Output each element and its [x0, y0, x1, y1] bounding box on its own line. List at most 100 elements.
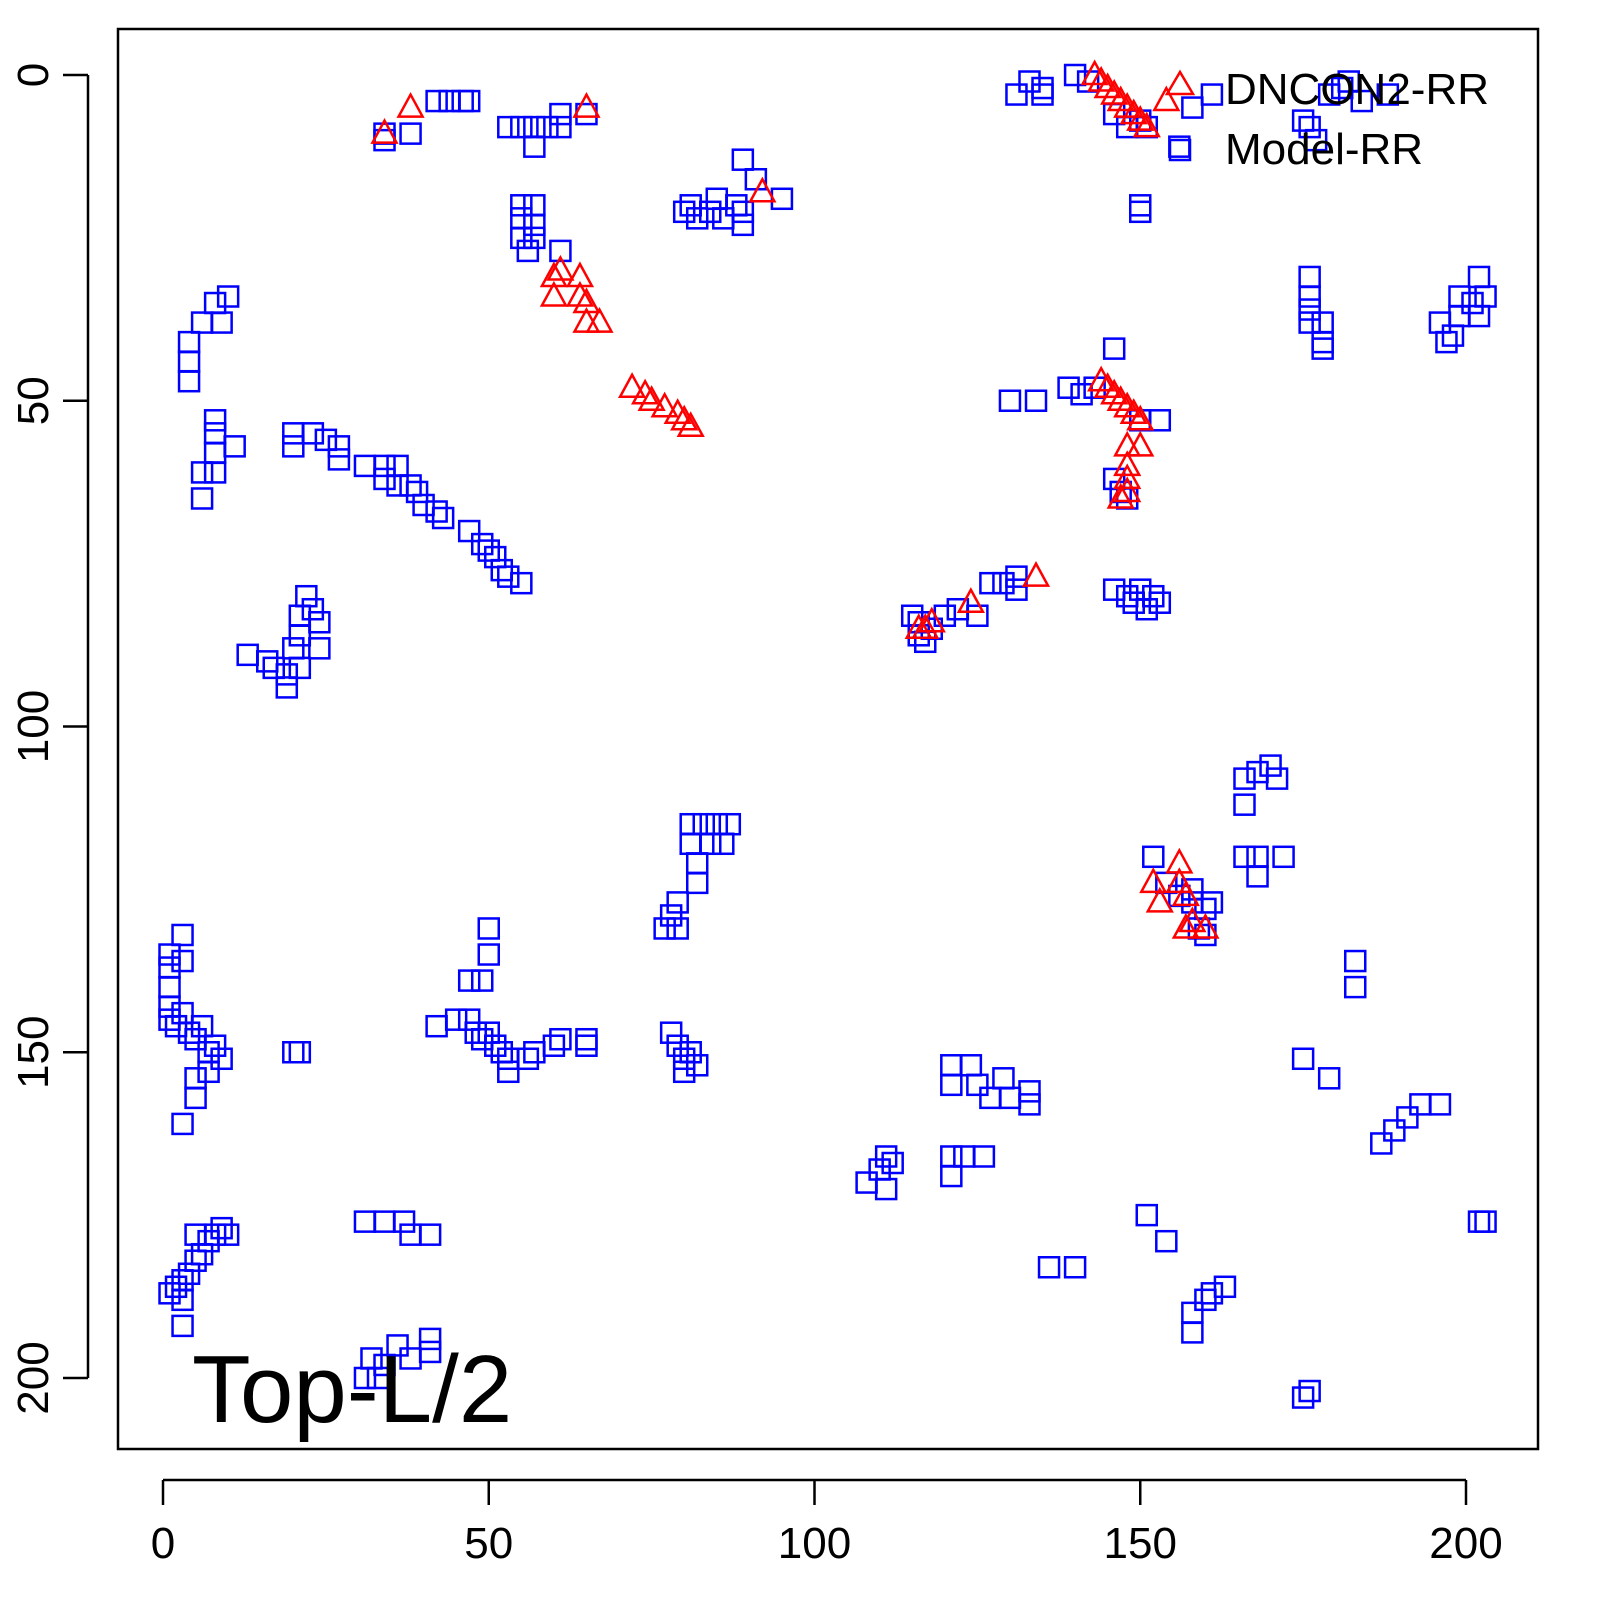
- dncon2-rr-point: [904, 613, 933, 640]
- dncon2-rr-point: [396, 91, 425, 118]
- dncon2-rr-point: [1106, 385, 1135, 411]
- model-rr-point: [731, 200, 755, 224]
- dncon2-rr-point: [1171, 880, 1200, 907]
- model-rr-point: [1259, 754, 1282, 777]
- dncon2-rr-point: [1171, 912, 1200, 939]
- model-rr-point: [203, 1034, 227, 1057]
- model-rr-point: [171, 1269, 194, 1292]
- dncon2-rr-point: [370, 118, 399, 144]
- model-rr-point: [1063, 63, 1087, 87]
- x-tick-label: 0: [151, 1519, 175, 1568]
- model-rr-point: [308, 637, 331, 660]
- model-rr-point: [1474, 1210, 1497, 1233]
- model-rr-point: [288, 604, 312, 627]
- model-rr-point: [197, 1229, 220, 1253]
- dncon2-rr-point: [748, 176, 777, 203]
- x-axis: 0 50 100 150 200: [151, 1478, 1503, 1568]
- model-rr-point: [190, 1242, 214, 1266]
- model-rr-point: [1155, 1229, 1178, 1253]
- model-rr-point: [523, 194, 546, 217]
- model-rr-point: [366, 1366, 390, 1390]
- model-rr-point: [262, 656, 286, 680]
- model-rr-point: [295, 584, 318, 608]
- model-rr-point: [992, 1067, 1015, 1090]
- model-rr-point: [203, 1223, 227, 1246]
- model-rr-point: [477, 917, 500, 940]
- model-rr-point: [314, 428, 338, 452]
- model-rr-point: [1343, 975, 1367, 999]
- dncon2-rr-point: [539, 280, 569, 307]
- dncon2-rr-point: [1119, 398, 1148, 425]
- model-rr-point: [1330, 76, 1354, 100]
- model-rr-point: [1057, 376, 1080, 399]
- model-rr-point: [705, 812, 729, 836]
- dncon2-rr-point: [1113, 463, 1142, 490]
- model-rr-point: [190, 1014, 214, 1038]
- model-rr-point: [275, 676, 299, 699]
- model-rr-point: [998, 1086, 1022, 1110]
- model-rr-point: [171, 1288, 194, 1312]
- model-rr-point: [490, 1041, 514, 1064]
- x-tick-label: 50: [464, 1519, 513, 1568]
- model-rr-point: [158, 975, 181, 999]
- model-rr-point: [510, 571, 533, 595]
- dncon2-rr-point: [676, 411, 705, 438]
- dncon2-rr-point: [565, 280, 595, 307]
- dncon2-rr-point: [1178, 906, 1207, 933]
- model-rr-point: [523, 213, 546, 237]
- model-rr-point: [516, 1047, 540, 1071]
- model-rr-point: [979, 571, 1002, 595]
- model-rr-point: [523, 135, 546, 158]
- model-rr-point: [725, 194, 748, 217]
- model-rr-point: [1115, 584, 1139, 608]
- model-rr-point: [1467, 1210, 1491, 1233]
- model-rr-point: [386, 474, 409, 497]
- model-rr-point: [223, 435, 246, 458]
- model-rr-point: [1337, 70, 1360, 93]
- model-rr-point: [679, 832, 702, 856]
- model-rr-point: [992, 571, 1015, 595]
- model-rr-point: [164, 1275, 188, 1299]
- model-rr-point: [940, 1145, 963, 1168]
- model-rr-point: [236, 643, 259, 667]
- plot-frame: [116, 27, 1540, 1451]
- model-rr-point: [216, 1223, 240, 1246]
- model-rr-point: [1148, 409, 1172, 432]
- y-tick-label: 200: [9, 1341, 58, 1414]
- model-rr-point: [1129, 200, 1152, 224]
- model-rr-point: [712, 832, 735, 856]
- model-rr-point: [575, 1027, 598, 1051]
- dncon2-rr-point: [1113, 391, 1142, 418]
- model-rr-point: [177, 1021, 201, 1044]
- dncon2-rr-point: [1119, 98, 1148, 125]
- model-rr-point: [510, 207, 533, 230]
- model-rr-point: [940, 1054, 963, 1077]
- model-rr-point: [705, 187, 729, 211]
- model-rr-point: [464, 1021, 487, 1044]
- dncon2-rr-point: [1106, 482, 1135, 509]
- model-rr-point: [184, 1086, 207, 1110]
- model-rr-point: [301, 597, 325, 621]
- model-rr-point: [1376, 83, 1400, 106]
- model-rr-point: [536, 115, 559, 139]
- model-rr-point: [1246, 845, 1269, 869]
- model-rr-point: [418, 1327, 442, 1351]
- model-rr-point: [731, 148, 755, 171]
- model-rr-point: [1233, 767, 1256, 790]
- dncon2-rr-point: [1100, 378, 1129, 405]
- model-rr-point: [1298, 265, 1321, 289]
- model-rr-point: [1135, 1203, 1159, 1227]
- model-rr-point: [158, 956, 181, 979]
- model-rr-point: [490, 558, 514, 582]
- model-rr-point: [653, 917, 676, 940]
- dncon2-rr-point: [572, 91, 601, 118]
- model-rr-point: [425, 500, 448, 523]
- dncon2-rr-point: [1113, 91, 1142, 118]
- model-rr-point: [399, 474, 422, 497]
- model-rr-point: [1291, 109, 1315, 132]
- model-rr-point: [477, 539, 500, 562]
- model-rr-point: [457, 519, 481, 543]
- model-rr-point: [1063, 1255, 1087, 1279]
- model-rr-point: [1350, 89, 1374, 113]
- model-rr-point: [197, 1041, 220, 1064]
